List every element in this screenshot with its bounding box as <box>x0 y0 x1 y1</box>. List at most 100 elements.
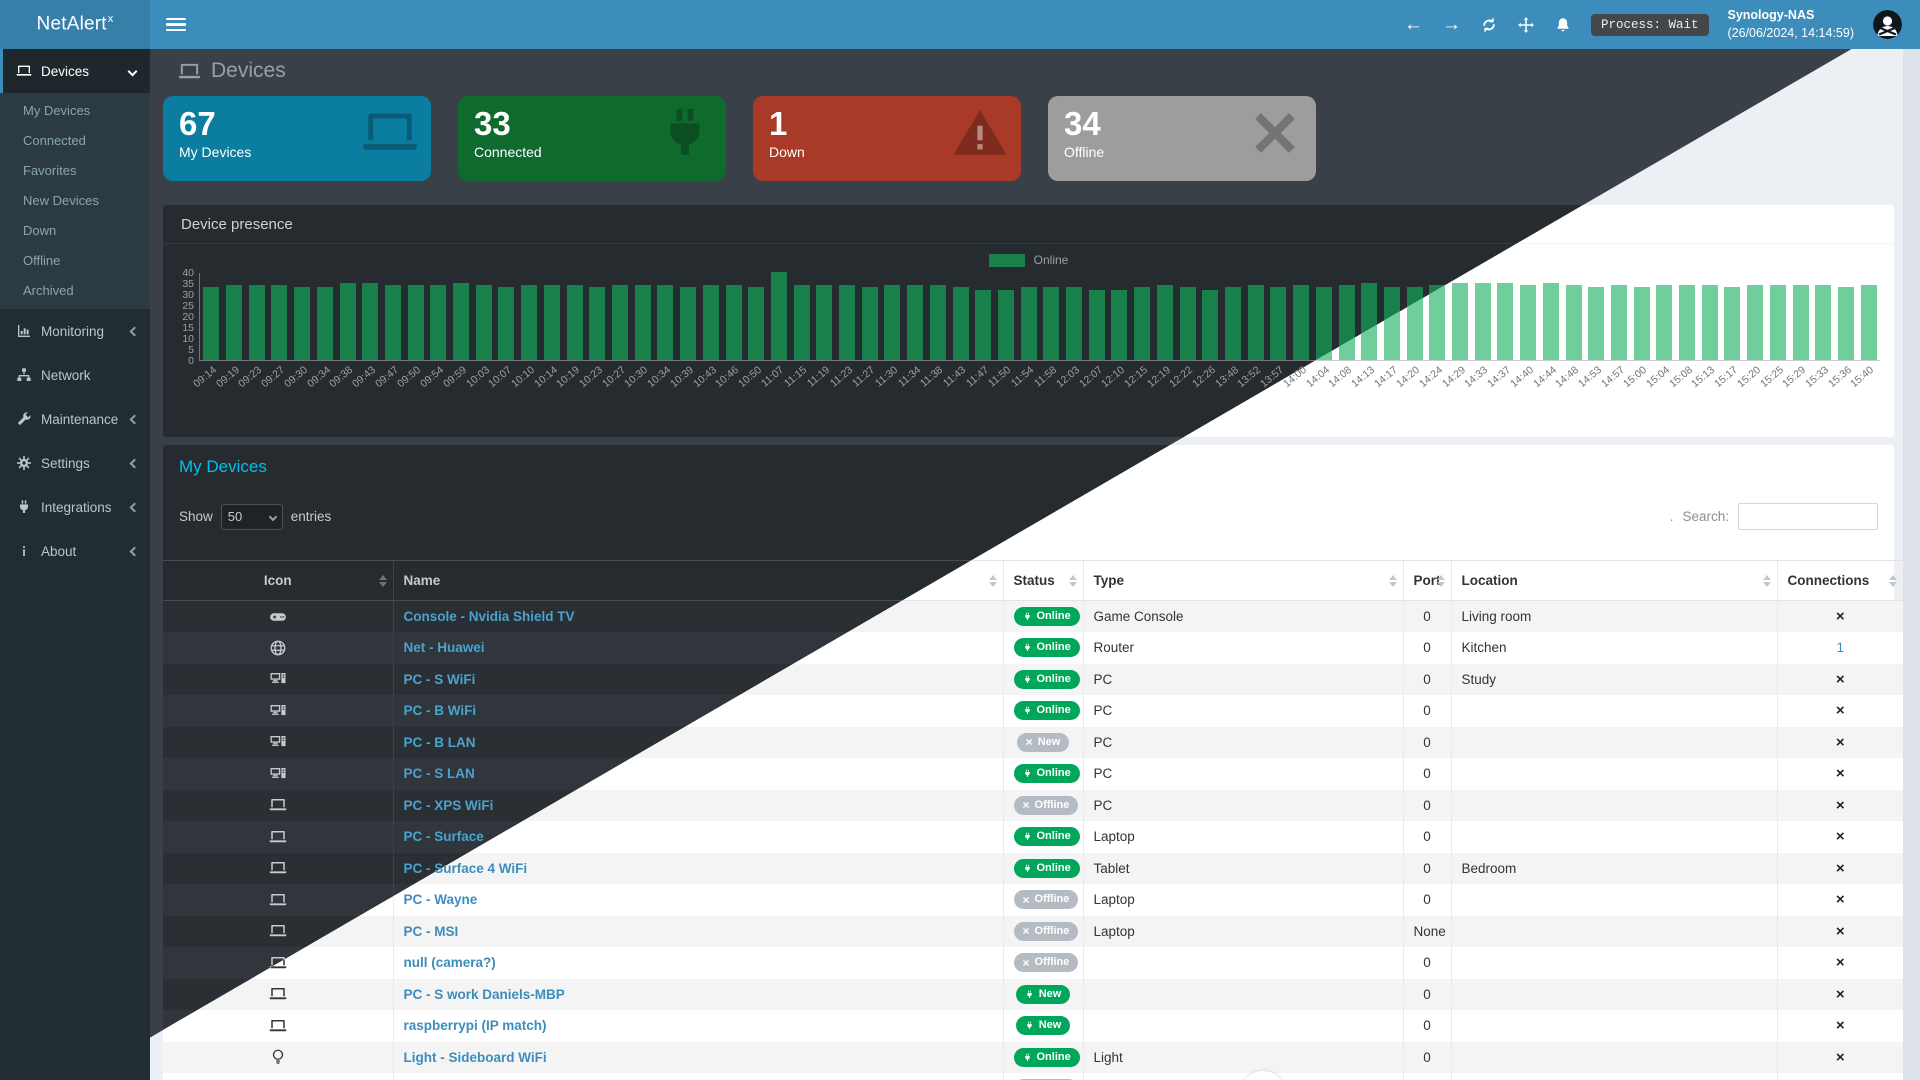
sidebar-item-integrations[interactable]: Integrations <box>0 485 150 529</box>
chart-legend[interactable]: Online <box>163 253 1894 267</box>
search-label: Search: <box>1682 509 1729 524</box>
sidebar-item-monitoring[interactable]: Monitoring <box>0 309 150 353</box>
desktop-icon <box>269 671 287 686</box>
sidebar-subitem-new-devices[interactable]: New Devices <box>23 193 99 208</box>
back-arrow-icon[interactable]: ← <box>1403 14 1423 35</box>
page-length-select[interactable]: 50 <box>220 503 283 530</box>
x-tick: 10:19 <box>554 364 583 391</box>
status-badge: ×Offline <box>1013 953 1079 973</box>
bar-column: 11:34 <box>896 273 927 390</box>
sidebar-subitem-archived[interactable]: Archived <box>23 283 74 298</box>
sidebar-item-maintenance[interactable]: Maintenance <box>0 397 150 441</box>
column-header-connections[interactable]: Connections <box>1776 560 1903 601</box>
table-row[interactable]: PC - S work Daniels-MBP New 0 × <box>163 978 1903 1010</box>
x-tick: 15:29 <box>1780 364 1809 391</box>
sidebar-subitem-connected[interactable]: Connected <box>23 133 86 148</box>
chevron-left-icon <box>129 326 140 336</box>
online-bar <box>1542 283 1559 360</box>
sidebar-item-devices[interactable]: Devices <box>0 49 150 93</box>
device-name-link[interactable]: PC - MSI <box>403 923 459 939</box>
forward-arrow-icon[interactable]: → <box>1441 14 1461 35</box>
plug-icon <box>656 104 714 162</box>
bell-icon[interactable] <box>1554 16 1572 34</box>
app-logo[interactable]: NetAlertx <box>0 0 150 49</box>
laptop-icon <box>361 104 419 162</box>
sidebar-item-label: Integrations <box>41 499 112 515</box>
refresh-icon[interactable] <box>1480 16 1498 34</box>
bar-column: 10:14 <box>532 273 564 390</box>
chevron-left-icon <box>129 458 140 468</box>
avatar[interactable] <box>1873 10 1902 39</box>
table-row[interactable]: raspberrypi (IP match) New 0 × <box>163 1010 1903 1042</box>
warning-icon <box>951 104 1009 162</box>
bar-column: 14:00 <box>1281 273 1313 390</box>
device-name-link[interactable]: null (camera?) <box>403 955 496 971</box>
search-input[interactable] <box>1738 503 1878 530</box>
sidebar-toggle-icon[interactable] <box>166 17 186 32</box>
device-name-link[interactable]: Net - Huawei <box>403 640 485 656</box>
column-header-icon[interactable]: Icon <box>163 560 393 601</box>
sidebar-item-about[interactable]: About <box>0 529 150 573</box>
device-name-link[interactable]: raspberrypi (IP match) <box>403 1018 547 1034</box>
table-row[interactable]: null (camera?) ×Offline 0 × <box>163 947 1903 979</box>
device-name-link[interactable]: PC - S WiFi <box>403 671 476 687</box>
sidebar-subitem-favorites[interactable]: Favorites <box>23 163 77 178</box>
bar-column: 14:57 <box>1599 273 1631 390</box>
x-tick: 14:53 <box>1576 364 1604 391</box>
x-tick: 10:27 <box>599 364 628 391</box>
column-header-name[interactable]: Name <box>392 560 1003 601</box>
x-tick: 14:44 <box>1530 364 1559 391</box>
device-name-link[interactable]: PC - S LAN <box>403 766 475 782</box>
x-tick: 14:20 <box>1394 364 1423 391</box>
device-name-link[interactable]: PC - S work Daniels-MBP <box>403 986 565 1002</box>
sidebar-subitem-my-devices[interactable]: My Devices <box>23 103 91 118</box>
column-header-port[interactable]: Port <box>1402 560 1451 601</box>
x-tick: 09:50 <box>395 364 424 391</box>
device-name-link[interactable]: Console - Nvidia Shield TV <box>403 609 575 624</box>
online-bar <box>271 285 288 360</box>
online-bar <box>248 285 265 360</box>
bar-column: 15:25 <box>1758 273 1790 390</box>
sort-icon <box>1068 574 1077 587</box>
bar-column: 15:33 <box>1803 273 1835 390</box>
sidebar-subitem-down[interactable]: Down <box>23 223 57 238</box>
device-name-link[interactable]: PC - B WiFi <box>403 703 477 719</box>
page-scrollbar[interactable] <box>1903 49 1920 1080</box>
device-name-link[interactable]: PC - XPS WiFi <box>403 797 494 813</box>
x-tick: 15:20 <box>1735 364 1763 391</box>
x-tick: 09:43 <box>350 364 378 391</box>
x-tick: 15:25 <box>1757 364 1786 391</box>
bar-column: 09:38 <box>327 273 359 390</box>
online-bar <box>566 285 583 360</box>
desktop-icon <box>269 734 287 749</box>
online-bar <box>1020 287 1037 360</box>
x-tick: 15:04 <box>1644 364 1673 391</box>
y-tick: 15 <box>182 322 194 334</box>
device-name-link[interactable]: Light - Sideboard WiFi <box>403 1049 547 1065</box>
move-icon[interactable] <box>1517 16 1535 34</box>
table-row[interactable]: Light - bedside B WiFi×OfflineLight0× <box>163 1073 1903 1080</box>
device-name-link[interactable]: PC - Wayne <box>403 892 478 908</box>
x-tick: 11:47 <box>963 364 991 390</box>
device-name-link[interactable]: PC - Surface <box>403 829 484 845</box>
chevron-down-icon <box>127 66 138 76</box>
column-header-status[interactable]: Status <box>1002 560 1083 601</box>
connections-link[interactable]: 1 <box>1836 640 1844 656</box>
x-tick: 09:30 <box>282 364 310 391</box>
sidebar-item-network[interactable]: Network <box>0 353 150 397</box>
sidebar-item-settings[interactable]: Settings <box>0 441 150 485</box>
column-header-type[interactable]: Type <box>1082 560 1403 601</box>
column-header-location[interactable]: Location <box>1450 560 1777 601</box>
device-port: 0 <box>1402 1041 1451 1073</box>
x-tick: 15:17 <box>1712 364 1741 391</box>
device-name-link[interactable]: PC - B LAN <box>403 734 476 750</box>
sidebar-subitem-offline[interactable]: Offline <box>23 253 61 268</box>
